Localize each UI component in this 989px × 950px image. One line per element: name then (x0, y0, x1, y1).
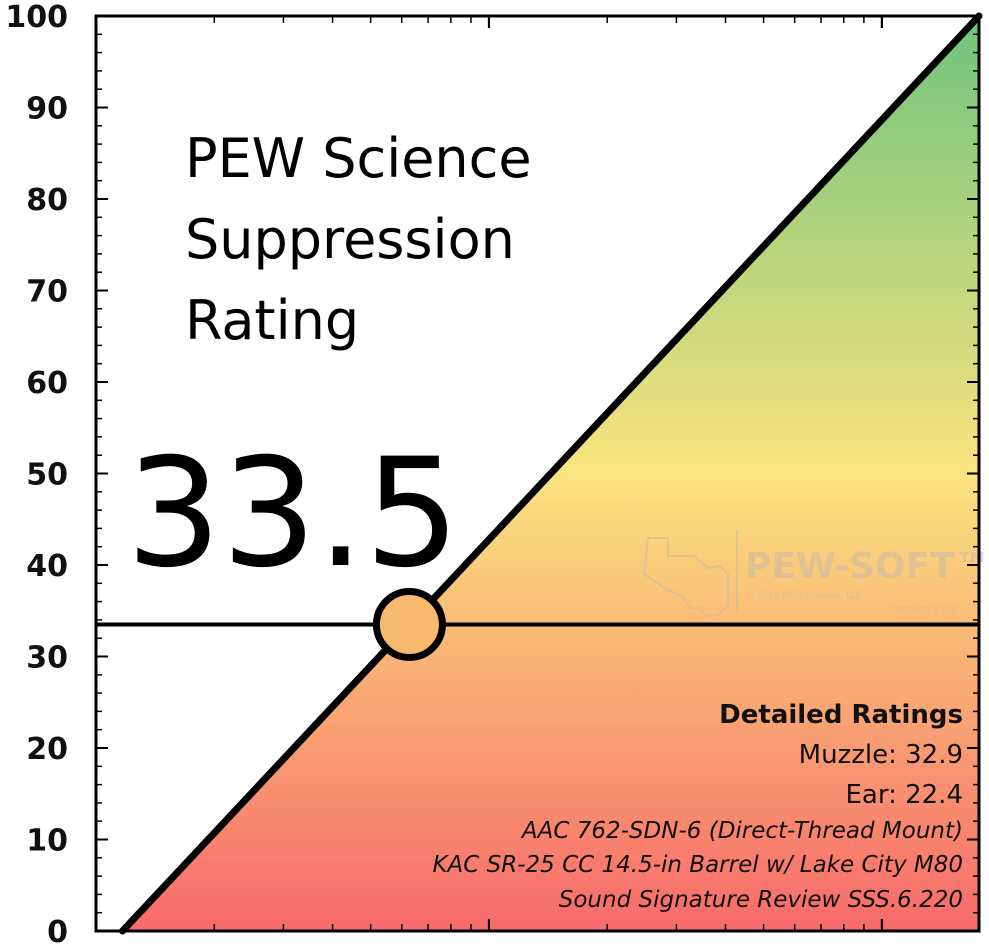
suppressor-name: AAC 762-SDN-6 (Direct-Thread Mount) (520, 818, 963, 844)
watermark-brand: PEW-SOFT™ (745, 546, 989, 587)
y-tick-label: 70 (26, 275, 68, 310)
rating-diagonal-line (118, 12, 983, 935)
y-tick-label: 40 (26, 549, 68, 584)
chart-title-line-3: Rating (185, 289, 359, 352)
texas-logo-icon (642, 537, 729, 617)
muzzle-rating: Muzzle: 32.9 (799, 740, 963, 770)
y-tick-label: 60 (26, 366, 68, 401)
y-tick-label: 50 (26, 458, 68, 493)
x-axis-ticks (95, 16, 883, 931)
details-heading: Detailed Ratings (719, 700, 963, 730)
y-tick-label: 80 (26, 183, 68, 218)
chart-title-line-1: PEW Science (185, 127, 532, 190)
y-tick-label: 100 (5, 0, 68, 35)
rating-score: 33.5 (126, 427, 460, 601)
y-tick-label: 90 (26, 92, 68, 127)
y-tick-label: 20 (26, 732, 68, 767)
review-id: Sound Signature Review SSS.6.220 (559, 887, 963, 913)
chart-title-line-2: Suppression (185, 208, 515, 271)
watermark-copyright: © 2019 PEW Science, LLC (745, 591, 862, 601)
rating-marker (372, 587, 446, 661)
y-axis: 0 10 20 30 40 50 60 70 80 90 100 (5, 0, 979, 950)
y-tick-label: 30 (26, 641, 68, 676)
pew-soft-watermark: PEW-SOFT™ © 2019 PEW Science, LLC Versio… (642, 530, 989, 617)
y-tick-label: 10 (26, 824, 68, 859)
host-description: KAC SR-25 CC 14.5-in Barrel w/ Lake City… (432, 852, 963, 878)
watermark-version: Version 1.0.2 (893, 604, 958, 615)
ear-rating: Ear: 22.4 (845, 780, 963, 810)
y-tick-label: 0 (47, 915, 68, 950)
